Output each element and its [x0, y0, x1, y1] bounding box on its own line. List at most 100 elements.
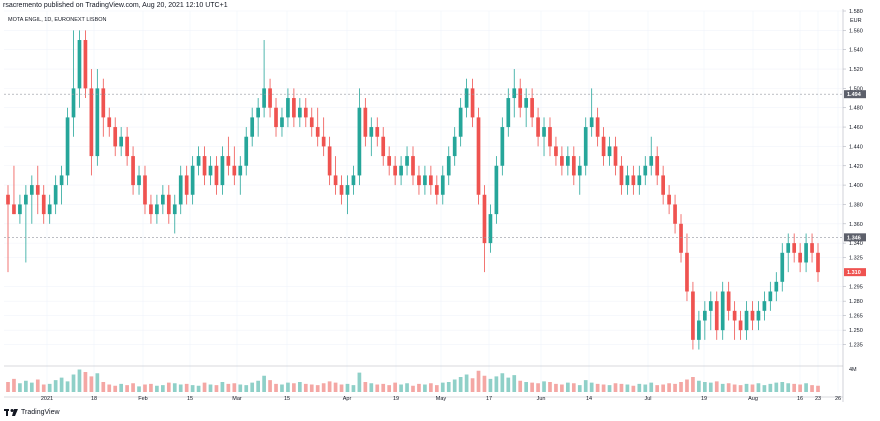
candle-body	[137, 175, 141, 186]
candle-body	[798, 252, 802, 263]
tradingview-logo[interactable]: TradingView	[4, 409, 60, 416]
candle	[214, 156, 219, 195]
candle	[89, 69, 94, 176]
candle-body	[429, 175, 433, 186]
candle	[351, 165, 356, 195]
candle-body	[482, 194, 487, 244]
candle	[184, 165, 189, 205]
candle	[571, 146, 576, 186]
volume-bar	[500, 373, 505, 392]
candle	[548, 117, 552, 157]
candle	[679, 214, 683, 263]
candle-body	[369, 127, 374, 137]
candle	[458, 98, 463, 147]
candle	[560, 146, 564, 176]
candle-body	[708, 301, 713, 311]
volume-bar	[309, 384, 314, 392]
price-label-box	[844, 233, 866, 242]
volume-bar	[423, 384, 427, 392]
volume-bar	[363, 382, 368, 392]
volume-bar	[178, 384, 183, 392]
y-tick-label: 1.235	[849, 343, 863, 349]
candle	[673, 194, 677, 234]
volume-bar	[667, 383, 671, 392]
candle	[178, 165, 183, 215]
candle	[446, 146, 451, 186]
volume-bar	[297, 382, 302, 392]
candle-body	[548, 127, 552, 147]
candle-body	[720, 291, 725, 331]
candle	[762, 291, 767, 321]
candle	[583, 117, 588, 176]
candle-body	[166, 194, 171, 215]
candle	[24, 185, 28, 263]
candle	[363, 98, 368, 147]
y-tick-label: 1.560	[849, 28, 863, 34]
candle	[667, 185, 671, 215]
candle-body	[238, 165, 243, 176]
candle	[131, 146, 135, 195]
y-tick-label: 1.325	[849, 256, 863, 262]
volume-bars	[6, 369, 820, 392]
candle	[566, 146, 570, 176]
volume-bar	[143, 384, 147, 392]
volume-bar	[232, 383, 237, 392]
candle	[619, 156, 624, 195]
candle	[238, 156, 243, 195]
volume-bar	[720, 383, 725, 392]
candle	[470, 78, 475, 128]
candle	[452, 127, 457, 166]
candle	[280, 107, 284, 137]
candle-body	[71, 88, 76, 118]
candle-body	[744, 310, 749, 331]
candle	[697, 310, 701, 350]
volume-bar	[631, 385, 636, 392]
candle-body	[190, 165, 195, 195]
volume-bar	[89, 376, 94, 392]
candle-body	[625, 175, 630, 186]
tradingview-logo-text: TradingView	[21, 409, 60, 416]
candle	[387, 146, 392, 176]
volume-bar	[83, 372, 88, 392]
candle-body	[762, 301, 767, 311]
candle	[708, 291, 713, 331]
volume-bar	[702, 382, 707, 392]
candle-body	[411, 156, 415, 176]
volume-bar	[452, 379, 457, 392]
y-tick-label: 1.520	[849, 67, 863, 73]
x-tick-label: Aug	[748, 396, 758, 402]
candle-body	[250, 117, 255, 137]
candle	[464, 78, 469, 118]
candle	[297, 98, 302, 128]
candle-body	[405, 156, 409, 166]
candle-body	[184, 175, 189, 195]
candle-body	[560, 156, 564, 166]
y-tick-label: 1.360	[849, 222, 863, 228]
candle	[756, 301, 761, 331]
candle	[125, 127, 129, 166]
candle	[577, 156, 582, 195]
volume-bar	[18, 383, 22, 392]
volume-bar	[262, 375, 266, 392]
candle	[506, 88, 511, 137]
candle	[423, 165, 427, 195]
candle-body	[476, 117, 481, 195]
volume-bar	[607, 385, 612, 392]
candle-body	[119, 136, 124, 147]
volume-bar	[458, 377, 463, 392]
candle	[804, 233, 808, 273]
price-label-box	[844, 268, 866, 277]
volume-bar	[619, 383, 624, 392]
tradingview-logo-icon	[4, 409, 18, 416]
volume-bar	[399, 384, 403, 392]
x-tick-label: 19	[701, 396, 707, 402]
volume-bar	[208, 384, 213, 392]
candle-body	[494, 165, 499, 215]
y-tick-label: 1.280	[849, 299, 863, 305]
candle-body	[351, 175, 356, 186]
candle	[434, 175, 439, 205]
candle-body	[655, 156, 660, 176]
candle	[18, 194, 22, 224]
candle	[309, 107, 314, 137]
candle-body	[518, 88, 523, 108]
